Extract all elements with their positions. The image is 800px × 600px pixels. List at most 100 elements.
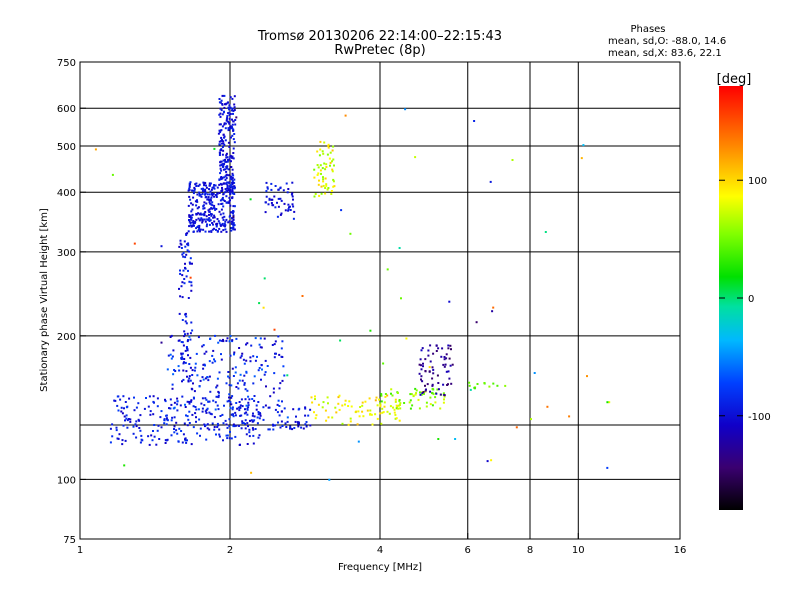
data-point [230, 222, 233, 225]
data-point [386, 410, 389, 413]
data-point [247, 406, 250, 409]
data-point [331, 149, 334, 152]
data-point [202, 205, 205, 208]
data-point [279, 197, 282, 200]
data-point [443, 365, 446, 368]
data-point [432, 368, 435, 371]
data-point [267, 428, 270, 431]
data-point [190, 400, 193, 403]
data-point [227, 127, 230, 130]
data-point [280, 355, 283, 358]
data-point [175, 421, 178, 424]
data-point [191, 388, 194, 391]
data-point [386, 268, 389, 271]
data-point [221, 153, 224, 156]
data-point [184, 312, 187, 315]
data-point [325, 419, 328, 422]
data-point [431, 404, 434, 407]
data-point [121, 412, 124, 415]
data-point [376, 404, 379, 407]
data-point [218, 227, 221, 230]
data-point [268, 406, 271, 409]
data-point [442, 383, 445, 386]
data-point [170, 434, 173, 437]
data-point [283, 407, 286, 410]
data-point [189, 181, 192, 184]
data-point [228, 187, 231, 190]
data-point [189, 214, 192, 217]
data-point [220, 203, 223, 205]
x-tick-label: 1 [77, 545, 83, 556]
data-point [397, 407, 400, 410]
data-point [109, 441, 112, 444]
data-point [187, 339, 189, 341]
data-point [218, 129, 221, 132]
data-point [422, 362, 424, 365]
data-point [186, 332, 189, 335]
data-point [324, 168, 327, 171]
data-point [219, 223, 222, 226]
data-point [606, 466, 609, 469]
data-point [337, 402, 340, 405]
data-point [222, 149, 225, 152]
data-point [431, 383, 434, 386]
data-point [322, 184, 325, 187]
data-point [475, 321, 478, 324]
data-point [378, 398, 380, 401]
data-point [473, 120, 476, 122]
data-point [257, 413, 260, 416]
data-point [232, 157, 235, 160]
data-point [221, 146, 224, 148]
data-point [217, 203, 220, 206]
data-point [273, 195, 276, 198]
data-point [447, 344, 450, 347]
data-point [201, 345, 204, 348]
data-point [246, 407, 249, 410]
data-point [186, 400, 189, 403]
data-point [321, 406, 324, 409]
data-point [225, 177, 228, 180]
data-point [247, 404, 250, 407]
stats-line-o: mean, sd,O: -88.0, 14.6 [608, 36, 726, 47]
data-points [94, 94, 611, 481]
data-point [200, 187, 203, 190]
x-tick-label: 2 [227, 545, 233, 556]
y-tick-label: 300 [57, 248, 76, 259]
data-point [137, 402, 140, 405]
data-point [233, 95, 236, 98]
data-point [442, 363, 445, 366]
data-point [180, 352, 183, 355]
data-point [369, 412, 372, 415]
data-point [176, 403, 179, 406]
data-point [181, 319, 184, 321]
data-point [190, 289, 193, 292]
data-point [424, 384, 426, 387]
data-point [259, 337, 262, 340]
data-point [234, 119, 237, 121]
data-point [431, 384, 434, 387]
data-point [233, 351, 236, 354]
data-point [197, 212, 200, 215]
data-point [226, 116, 229, 119]
data-point [279, 382, 282, 385]
data-point [211, 186, 214, 189]
data-point [205, 215, 208, 218]
data-point [181, 380, 183, 383]
data-point [338, 408, 341, 411]
data-point [282, 365, 285, 368]
data-point [190, 321, 193, 324]
data-point [188, 225, 191, 228]
data-point [199, 379, 202, 382]
data-point [359, 406, 362, 408]
data-point [192, 230, 195, 233]
data-point [320, 185, 323, 188]
data-point [156, 397, 159, 400]
data-point [490, 459, 493, 462]
colorbar: [deg] 100 0 -100 [717, 72, 771, 510]
data-point [201, 192, 204, 195]
data-point [224, 127, 227, 130]
data-point [515, 426, 518, 429]
data-point [145, 397, 147, 399]
data-point [371, 423, 374, 426]
data-point [437, 388, 440, 391]
